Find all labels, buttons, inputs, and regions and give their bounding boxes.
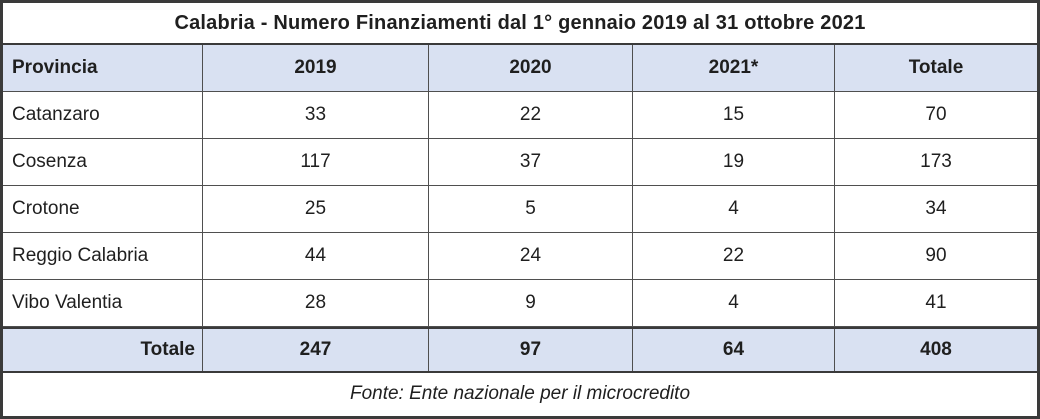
value-cell-2021: 15 <box>633 92 835 138</box>
value-cell-2019: 117 <box>203 139 429 185</box>
table-row: Catanzaro 33 22 15 70 <box>3 92 1037 139</box>
value-cell-2020: 22 <box>429 92 633 138</box>
value-cell-2020: 37 <box>429 139 633 185</box>
table-header-row: Provincia 2019 2020 2021* Totale <box>3 45 1037 92</box>
value-cell-2020: 9 <box>429 280 633 326</box>
province-cell: Catanzaro <box>3 92 203 138</box>
total-cell-2019: 247 <box>203 329 429 371</box>
value-cell-totale: 90 <box>925 245 947 266</box>
source-note: Fonte: Ente nazionale per il microcredit… <box>349 382 691 404</box>
value-cell-totale: 41 <box>925 292 947 313</box>
value-cell-totale: 34 <box>925 198 947 219</box>
value-cell-2021: 19 <box>633 139 835 185</box>
value-cell-2019: 33 <box>203 92 429 138</box>
table-row: Cosenza 117 37 19 173 <box>3 139 1037 186</box>
value-cell-2019: 25 <box>203 186 429 232</box>
value-cell-2020: 24 <box>429 233 633 279</box>
province-cell: Reggio Calabria <box>3 233 203 279</box>
total-cell-2021: 64 <box>633 329 835 371</box>
value-cell-totale: 173 <box>920 151 952 172</box>
province-cell: Cosenza <box>3 139 203 185</box>
table-row: Vibo Valentia 28 9 4 41 <box>3 280 1037 327</box>
header-cell-2020: 2020 <box>429 45 633 91</box>
header-cell-totale: Totale <box>908 57 964 78</box>
value-cell-2019: 44 <box>203 233 429 279</box>
province-cell: Vibo Valentia <box>3 280 203 326</box>
table-row: Reggio Calabria 44 24 22 90 <box>3 233 1037 280</box>
value-cell-2019: 28 <box>203 280 429 326</box>
total-cell-totale: 408 <box>920 339 952 360</box>
total-label-cell: Totale <box>3 329 203 371</box>
header-cell-2021: 2021* <box>633 45 835 91</box>
value-cell-2020: 5 <box>429 186 633 232</box>
province-cell: Crotone <box>3 186 203 232</box>
total-cell-2020: 97 <box>429 329 633 371</box>
value-cell-totale: 70 <box>925 104 947 125</box>
table-row: Crotone 25 5 4 34 <box>3 186 1037 233</box>
value-cell-2021: 4 <box>633 186 835 232</box>
table-title: Calabria - Numero Finanziamenti dal 1° g… <box>3 3 1037 45</box>
header-cell-2019: 2019 <box>203 45 429 91</box>
value-cell-2021: 22 <box>633 233 835 279</box>
header-cell-provincia: Provincia <box>3 45 203 91</box>
table-total-row: Totale 247 97 64 408 <box>3 327 1037 373</box>
value-cell-2021: 4 <box>633 280 835 326</box>
